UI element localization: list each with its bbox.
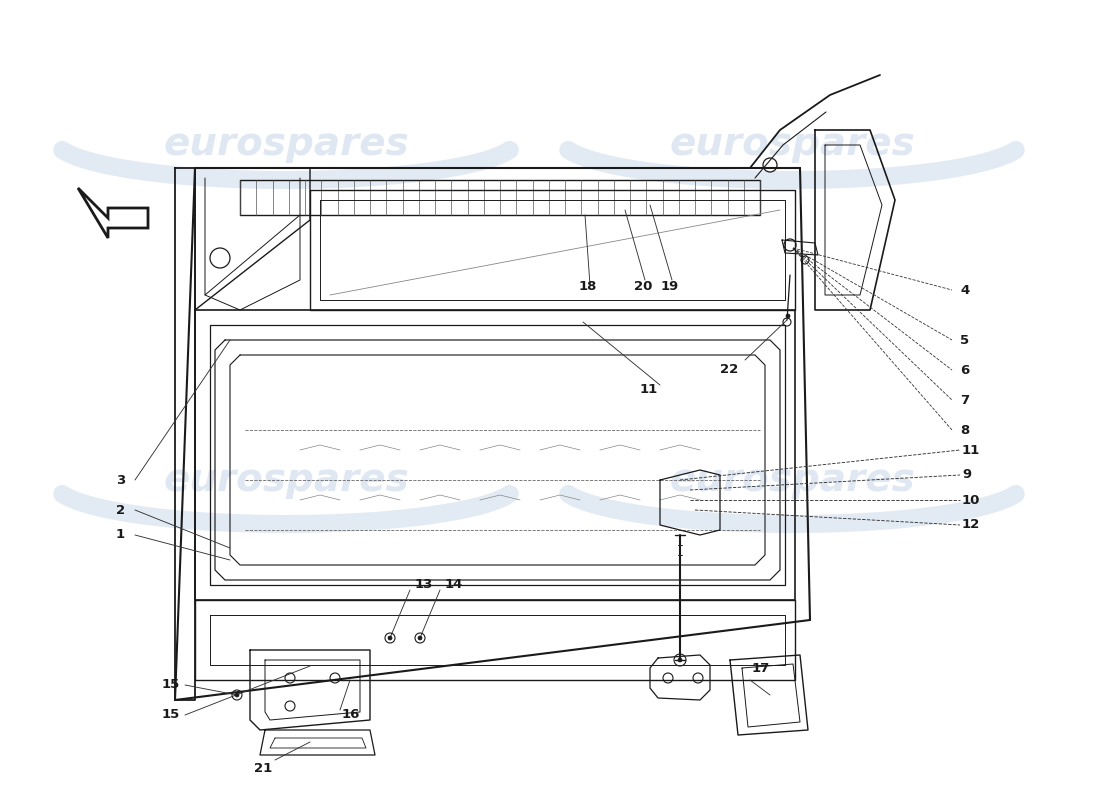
Circle shape (678, 658, 682, 662)
Text: 12: 12 (962, 518, 980, 531)
Text: 18: 18 (579, 280, 597, 293)
Text: 15: 15 (162, 678, 180, 691)
Text: 5: 5 (960, 334, 969, 346)
Text: 13: 13 (415, 578, 433, 591)
Circle shape (388, 636, 392, 640)
Text: 14: 14 (446, 578, 463, 591)
Text: 21: 21 (254, 762, 272, 775)
Text: 16: 16 (342, 709, 361, 722)
Text: 3: 3 (116, 474, 125, 486)
Text: 19: 19 (661, 280, 679, 293)
Circle shape (418, 636, 422, 640)
Text: 17: 17 (752, 662, 770, 675)
Text: 22: 22 (719, 363, 738, 376)
Text: 11: 11 (962, 443, 980, 457)
Text: 7: 7 (960, 394, 969, 406)
Text: 4: 4 (960, 283, 969, 297)
Circle shape (235, 693, 239, 697)
Text: 10: 10 (962, 494, 980, 506)
Text: 20: 20 (634, 280, 652, 293)
Text: 9: 9 (962, 469, 971, 482)
Text: eurospares: eurospares (669, 461, 915, 499)
Text: 15: 15 (162, 709, 180, 722)
Polygon shape (78, 188, 148, 238)
Text: 11: 11 (640, 383, 658, 396)
Text: 2: 2 (116, 503, 125, 517)
Text: 1: 1 (116, 529, 125, 542)
Text: eurospares: eurospares (669, 125, 915, 163)
Text: eurospares: eurospares (163, 461, 409, 499)
Text: eurospares: eurospares (163, 125, 409, 163)
Text: 8: 8 (960, 423, 969, 437)
Text: 6: 6 (960, 363, 969, 377)
Circle shape (786, 314, 790, 318)
